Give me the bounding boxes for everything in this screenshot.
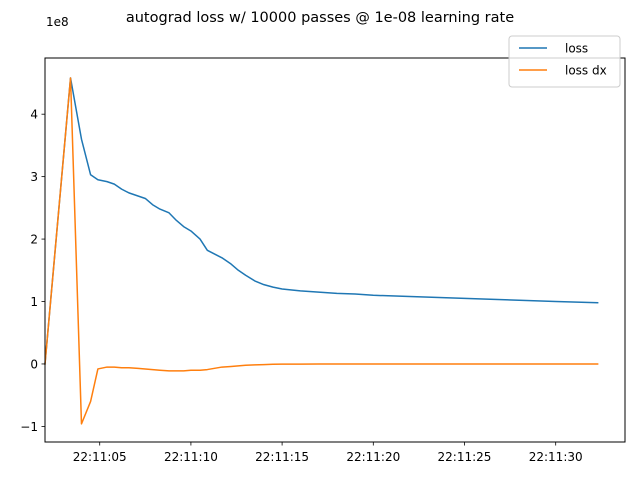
y-tick-label: 2 [30, 233, 38, 247]
x-tick-label: 22:11:20 [346, 450, 400, 464]
plot-area [44, 57, 626, 443]
legend-label: loss dx [565, 64, 607, 78]
legend: loss loss dx [508, 35, 621, 88]
x-axis: 22:11:05 22:11:10 22:11:15 22:11:20 22:11:25… [73, 442, 583, 464]
x-tick-label: 22:11:25 [438, 450, 492, 464]
x-tick-label: 22:11:30 [529, 450, 583, 464]
y-tick-label: 3 [30, 170, 38, 184]
x-tick-label: 22:11:15 [255, 450, 309, 464]
x-tick-label: 22:11:05 [73, 450, 127, 464]
y-tick-label: 1 [30, 295, 38, 309]
chart-title: autograd loss w/ 10000 passes @ 1e-08 le… [126, 10, 514, 26]
y-tick-label: 4 [30, 108, 38, 122]
legend-label: loss [565, 42, 588, 56]
series-layer [44, 77, 599, 425]
x-tick-label: 22:11:10 [164, 450, 218, 464]
series-line-loss-dx [44, 77, 599, 425]
series-line-loss [44, 77, 599, 365]
y-tick-label: 0 [30, 357, 38, 371]
y-axis-offset-label: 1e8 [46, 15, 69, 29]
plot-frame [44, 57, 626, 443]
y-tick-label: −1 [20, 420, 38, 434]
y-axis: −1 0 1 2 3 4 [20, 108, 45, 434]
